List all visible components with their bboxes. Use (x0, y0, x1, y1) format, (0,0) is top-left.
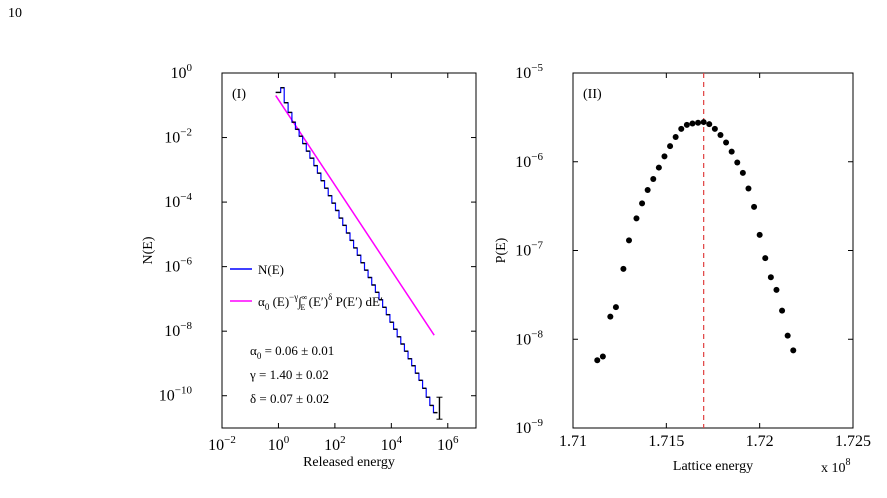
data-point (790, 347, 797, 354)
data-point (626, 237, 632, 244)
data-point (767, 274, 774, 281)
data-point (728, 148, 735, 155)
data-point (773, 286, 780, 293)
data-point (620, 265, 627, 272)
legend-label-fit: α0 (E)−γ∫∞ E (E′)δ P(E′) dE′ (258, 292, 383, 312)
x-tick-label: 1.725 (835, 433, 871, 450)
panel-label: (I) (232, 87, 246, 102)
panel-lattice-energy: 1.71 1.715 1.72 1.725 10−5 10−6 10−7 10−8 10−9 La… (494, 62, 871, 476)
data-point (633, 215, 640, 222)
x-tick-label: 100 (268, 434, 290, 454)
parameter-annotation: δ = 0.07 ± 0.02 (250, 391, 329, 406)
data-point (745, 185, 752, 192)
y-tick-label: 10−5 (515, 62, 543, 82)
plot-frame (572, 72, 854, 429)
data-point (723, 139, 730, 146)
data-point (784, 332, 791, 339)
y-tick-label: 10−4 (164, 191, 192, 211)
x-axis-label: Lattice energy (673, 459, 753, 474)
data-point (751, 203, 758, 210)
y-tick-label: 10−7 (515, 240, 543, 260)
data-point (739, 169, 746, 176)
data-point (762, 255, 769, 262)
x-axis-label: Released energy (303, 455, 395, 470)
y-tick-label: 10−8 (515, 328, 543, 348)
data-point (779, 307, 786, 314)
page-number: 10 (8, 6, 22, 21)
data-point (655, 164, 662, 171)
data-point (607, 313, 614, 320)
data-point (672, 134, 679, 141)
panel-released-energy: 10−2 100 102 104 106 100 10−2 10−4 10−6 10−8 10−10… (141, 62, 477, 470)
x-tick-label: 1.71 (559, 433, 587, 450)
y-tick-label: 10−6 (515, 151, 543, 171)
x-tick-label: 102 (324, 434, 346, 454)
data-point (695, 119, 702, 126)
y-tick-label: 10−2 (164, 127, 192, 147)
x-tick-label: 1.715 (648, 433, 684, 450)
parameter-annotation: γ = 1.40 ± 0.02 (249, 367, 329, 382)
data-point (700, 119, 707, 126)
x-tick-label: 1.72 (746, 433, 774, 450)
plot-frame (221, 72, 477, 429)
y-tick-label: 10−10 (159, 385, 193, 405)
parameter-annotation: α0 = 0.06 ± 0.01 (250, 343, 334, 361)
y-axis-label: P(E) (494, 237, 509, 263)
legend-label-n-e: N(E) (258, 262, 284, 277)
data-point (756, 231, 763, 238)
x-tick-label: 106 (437, 434, 459, 454)
x-multiplier: x 108 (821, 457, 851, 476)
fit-line (275, 95, 435, 336)
y-axis-label: N(E) (141, 236, 156, 264)
data-point (644, 187, 651, 194)
data-point (639, 200, 646, 207)
data-point (594, 357, 601, 364)
panel-label: (II) (583, 87, 602, 102)
data-point (717, 132, 724, 139)
x-tick-label: 10−2 (208, 434, 236, 454)
y-tick-label: 10−6 (164, 256, 192, 276)
data-point (678, 125, 685, 132)
data-point (661, 153, 668, 160)
data-point (706, 121, 713, 128)
y-tick-label: 10−9 (515, 417, 543, 437)
data-point (711, 125, 718, 132)
y-tick-label: 100 (171, 62, 193, 82)
x-tick-label: 104 (381, 434, 403, 454)
data-point (612, 304, 619, 311)
data-point (599, 353, 606, 360)
data-point (734, 159, 741, 166)
data-point (650, 175, 657, 182)
data-point (689, 120, 696, 127)
data-point (683, 121, 690, 128)
data-point (667, 143, 674, 150)
y-tick-label: 10−8 (164, 320, 192, 340)
